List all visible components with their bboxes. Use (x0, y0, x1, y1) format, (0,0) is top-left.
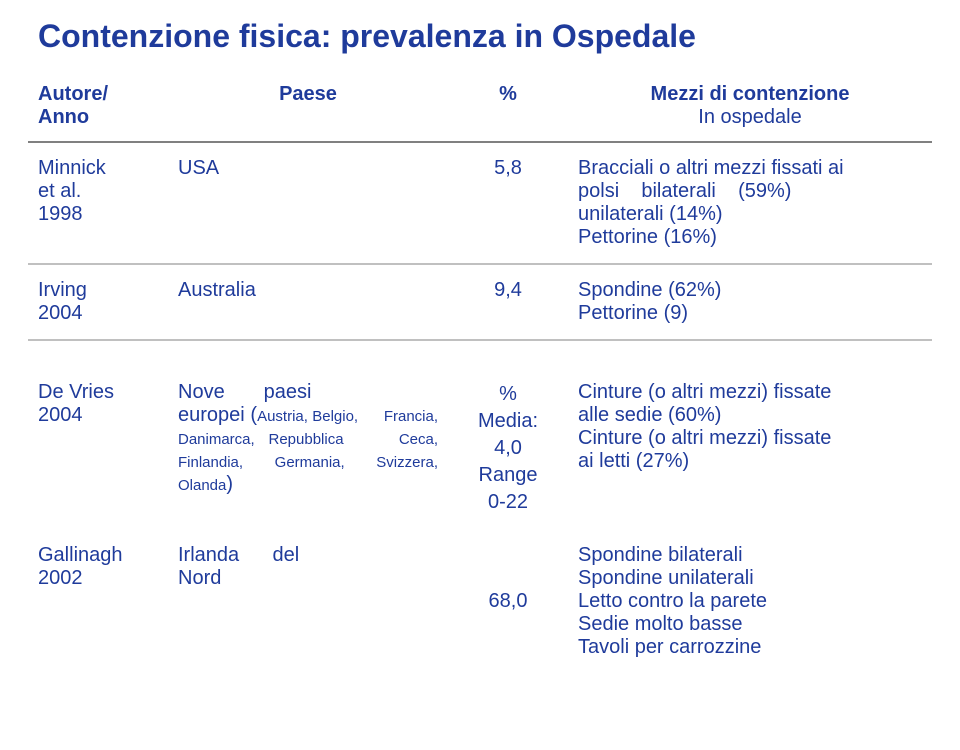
txt: Nord (178, 567, 221, 589)
cell-country: Australia (168, 264, 448, 340)
cell-author: Minnick et al. 1998 (28, 142, 168, 264)
means-block: Bracciali o altri mezzi fissati ai polsi… (578, 157, 922, 249)
txt: Cinture (o altri mezzi) fissate (578, 427, 831, 449)
cell-country: Irlanda del Nord (168, 530, 448, 673)
txt: Pettorine (9) (578, 302, 688, 324)
table-row: Irving 2004 Australia 9,4 Spondine (62%)… (28, 264, 932, 340)
table-top: Autore/ Anno Paese % Mezzi di contenzion… (28, 75, 932, 341)
txt: Spondine unilaterali (578, 567, 754, 589)
cell-country: USA (168, 142, 448, 264)
txt: Cinture (o altri mezzi) fissate (578, 381, 831, 403)
txt: 2004 (38, 404, 83, 426)
cell-author: Gallinagh 2002 (28, 530, 168, 673)
txt: ai letti (27%) (578, 450, 689, 472)
spacer (28, 341, 932, 367)
txt: De Vries (38, 381, 114, 403)
slide-title: Contenzione fisica: prevalenza in Ospeda… (38, 18, 932, 55)
txt: Sedie molto basse (578, 613, 743, 635)
txt: 2004 (38, 302, 83, 324)
cell-author: Irving 2004 (28, 264, 168, 340)
txt: 4,0 (494, 437, 522, 459)
cell-percent: % Media: 4,0 Range 0-22 (448, 367, 568, 530)
txt: Minnick (38, 157, 106, 179)
table-row: Minnick et al. 1998 USA 5,8 Bracciali o … (28, 142, 932, 264)
txt: Nove paesi (178, 381, 311, 403)
cell-country: Nove paesi europei (Austria, Belgio, Fra… (168, 367, 448, 530)
txt: Spondine (62%) (578, 279, 721, 301)
txt: Pettorine (16%) (578, 226, 717, 248)
txt: et al. (38, 180, 81, 202)
col-means: Mezzi di contenzione In ospedale (568, 75, 932, 142)
txt: polsi bilaterali (59%) (578, 180, 791, 202)
txt: Tavoli per carrozzine (578, 636, 761, 658)
col-percent: % (448, 75, 568, 142)
txt: Irving (38, 279, 87, 301)
col-means-l1: Mezzi di contenzione (651, 83, 850, 105)
txt: Gallinagh (38, 544, 123, 566)
txt: Bracciali o altri mezzi fissati ai (578, 157, 844, 179)
txt: unilaterali (14%) (578, 203, 723, 225)
col-author: Autore/ Anno (28, 75, 168, 142)
cell-means: Spondine bilaterali Spondine unilaterali… (568, 530, 932, 673)
cell-percent: 5,8 (448, 142, 568, 264)
col-means-l2: In ospedale (698, 106, 801, 128)
txt: Irlanda del (178, 544, 299, 566)
cell-percent: 9,4 (448, 264, 568, 340)
txt: 0-22 (488, 491, 528, 513)
paren-close: ) (226, 473, 233, 495)
cell-means: Spondine (62%) Pettorine (9) (568, 264, 932, 340)
cell-percent: 68,0 (448, 530, 568, 673)
txt: europei (178, 404, 250, 426)
table-bottom: De Vries 2004 Nove paesi europei (Austri… (28, 367, 932, 673)
txt: Range (479, 464, 538, 486)
txt: Spondine bilaterali (578, 544, 743, 566)
cell-author: De Vries 2004 (28, 367, 168, 530)
txt: 1998 (38, 203, 83, 225)
header-row: Autore/ Anno Paese % Mezzi di contenzion… (28, 75, 932, 142)
table-row: De Vries 2004 Nove paesi europei (Austri… (28, 367, 932, 530)
col-author-label: Autore/ Anno (38, 83, 108, 128)
txt: 2002 (38, 567, 83, 589)
col-country: Paese (168, 75, 448, 142)
txt: Letto contro la parete (578, 590, 767, 612)
slide: Contenzione fisica: prevalenza in Ospeda… (0, 0, 960, 750)
cell-means: Bracciali o altri mezzi fissati ai polsi… (568, 142, 932, 264)
cell-means: Cinture (o altri mezzi) fissate alle sed… (568, 367, 932, 530)
txt: % (499, 383, 517, 405)
txt: Media: (478, 410, 538, 432)
txt: alle sedie (60%) (578, 404, 721, 426)
table-row: Gallinagh 2002 Irlanda del Nord 68,0 Spo… (28, 530, 932, 673)
